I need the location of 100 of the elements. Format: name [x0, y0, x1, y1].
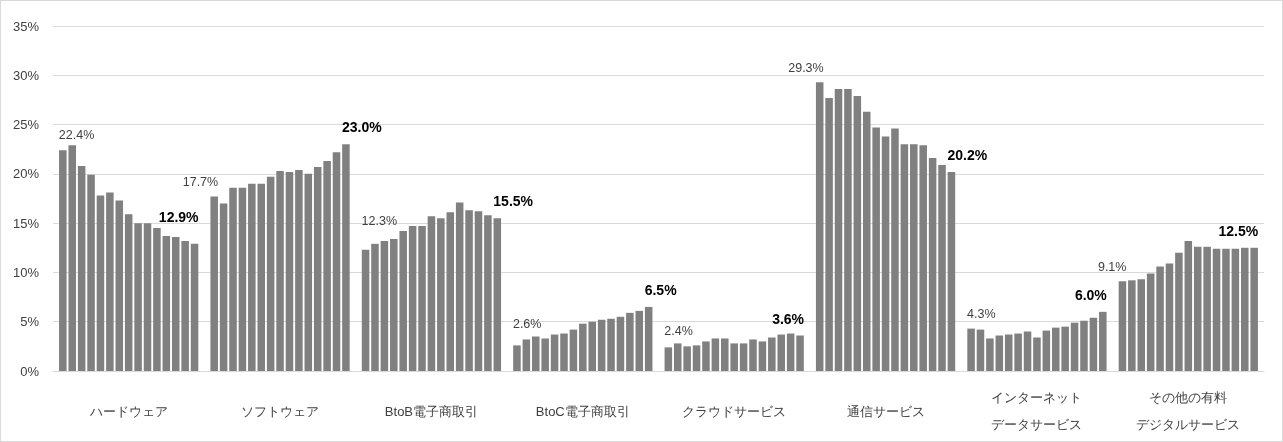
bar: [1165, 263, 1174, 371]
bar: [455, 202, 464, 371]
bar: [418, 226, 426, 371]
bar: [626, 312, 634, 371]
x-tick-label: クラウドサービス: [682, 403, 787, 419]
bar: [153, 228, 161, 371]
bar: [1042, 330, 1051, 371]
bar: [1099, 311, 1107, 371]
data-label: 6.5%: [644, 281, 678, 298]
y-tick-label: 10%: [12, 264, 40, 280]
bar: [87, 174, 95, 371]
bar: [1231, 248, 1240, 371]
data-label: 6.0%: [1074, 286, 1108, 303]
bar: [644, 306, 653, 371]
bar: [844, 89, 852, 371]
bar: [986, 338, 994, 371]
bar: [1004, 334, 1013, 371]
bar: [786, 333, 795, 371]
bar: [891, 128, 899, 371]
bar: [361, 249, 370, 371]
bar: [313, 166, 322, 371]
bar: [1146, 273, 1155, 371]
bar: [1212, 248, 1221, 371]
bar: [465, 210, 473, 371]
bar: [825, 97, 833, 371]
data-label: 12.5%: [1218, 222, 1259, 239]
data-label: 22.4%: [58, 127, 95, 142]
bar: [332, 152, 341, 371]
bar: [238, 187, 247, 371]
bar: [229, 187, 237, 371]
bar: [1070, 322, 1079, 371]
bar: [276, 170, 284, 371]
data-label: 12.9%: [158, 209, 200, 226]
data-label: 2.6%: [512, 317, 542, 332]
bar: [938, 164, 946, 371]
bar: [210, 196, 218, 371]
bar: [976, 329, 985, 371]
bar: [124, 214, 133, 371]
bar: [1080, 320, 1088, 371]
bar: [1193, 246, 1202, 371]
bar: [522, 339, 531, 371]
bar: [635, 310, 644, 371]
bar: [1014, 333, 1022, 371]
bar: [881, 136, 890, 371]
x-tick-label: ハードウェア: [88, 403, 168, 419]
x-tick-label: BtoB電子商取引: [384, 403, 479, 419]
bar: [995, 335, 1004, 371]
bar: [266, 176, 275, 371]
bar: [1118, 281, 1127, 371]
data-label: 4.3%: [967, 307, 996, 322]
data-label: 20.2%: [947, 146, 988, 163]
bar: [550, 334, 559, 371]
bar: [1156, 266, 1164, 371]
bar: [683, 346, 691, 371]
bar: [749, 339, 757, 371]
data-label: 23.0%: [341, 119, 383, 136]
bar: [853, 95, 862, 371]
bar: [560, 333, 568, 371]
x-tick-label: その他の有料デジタルサービス: [1136, 390, 1241, 432]
bar: [190, 243, 199, 371]
y-tick-label: 5%: [20, 314, 40, 330]
bar: [380, 240, 389, 371]
bar: [96, 195, 105, 371]
data-label: 17.7%: [182, 175, 219, 190]
bar: [947, 171, 956, 371]
y-tick-label: 25%: [12, 117, 40, 133]
bar: [607, 318, 615, 371]
bar: [834, 89, 843, 371]
bar: [342, 144, 350, 371]
bar: [115, 200, 124, 371]
bar: [474, 211, 483, 371]
bar: [143, 223, 152, 371]
bar: [219, 203, 228, 371]
x-tick-label: 通信サービス: [846, 403, 925, 419]
x-tick-label: ソフトウェア: [241, 403, 320, 419]
data-label: 3.6%: [772, 310, 805, 327]
bar: [569, 329, 578, 371]
bar: [739, 343, 748, 371]
bar: [597, 319, 606, 371]
bar: [484, 215, 492, 371]
x-tick-label: インターネットデータサービス: [991, 390, 1083, 432]
y-tick-label: 15%: [12, 215, 40, 231]
bar: [408, 226, 417, 371]
bar: [815, 82, 824, 371]
bar: [702, 341, 710, 371]
bar: [928, 158, 937, 371]
y-tick-label: 35%: [12, 18, 40, 34]
y-tick-label: 20%: [12, 166, 40, 182]
data-label: 29.3%: [788, 60, 824, 75]
bar: [664, 347, 673, 371]
data-label: 9.1%: [1097, 259, 1127, 274]
bar: [1184, 240, 1193, 371]
data-label: 12.3%: [361, 213, 398, 228]
bar: [1222, 248, 1230, 371]
bar: [616, 316, 625, 371]
bar: [304, 173, 313, 371]
bar: [323, 161, 331, 371]
bar: [692, 345, 701, 371]
bar: [967, 328, 975, 371]
bar: [1203, 246, 1211, 371]
